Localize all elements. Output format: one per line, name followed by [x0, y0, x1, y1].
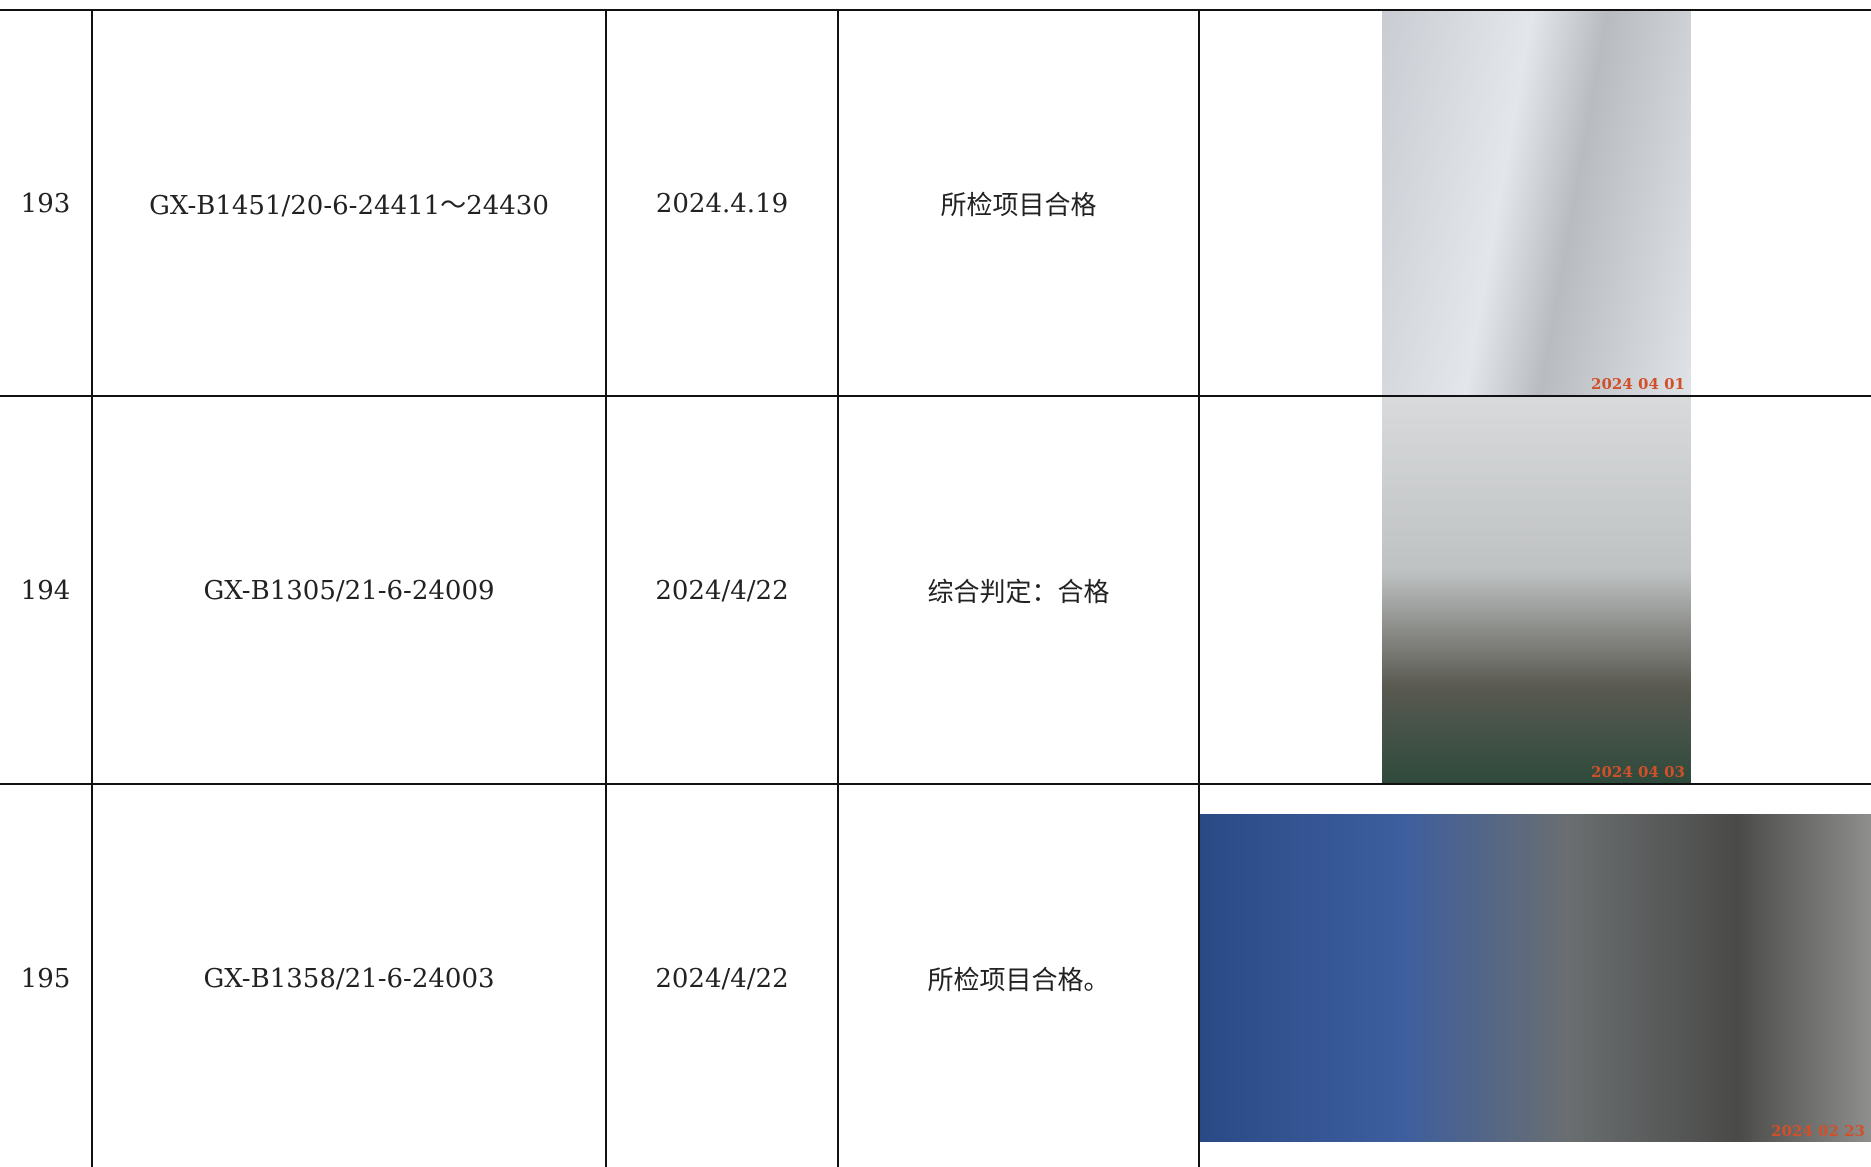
photo-stamp: 2024 02 23	[1771, 1122, 1865, 1140]
result: 综合判定：合格	[927, 578, 1110, 608]
code: GX-B1358/21-6-24003	[203, 963, 495, 994]
col-border	[1198, 10, 1200, 1167]
row-number: 194	[20, 575, 71, 606]
date: 2024.4.19	[655, 188, 789, 219]
photo-stamp: 2024 04 01	[1591, 375, 1685, 393]
code: GX-B1451/20-6-24411～24430	[149, 191, 549, 221]
code: GX-B1305/21-6-24009	[203, 575, 495, 606]
photo: 2024 04 03	[1382, 397, 1691, 783]
result: 所检项目合格。	[927, 966, 1110, 996]
photo: 2024 04 01	[1382, 11, 1691, 395]
date: 2024/4/22	[655, 575, 789, 606]
col-border	[837, 10, 839, 1167]
photo: 2024 02 23	[1200, 814, 1871, 1142]
date: 2024/4/22	[655, 963, 789, 994]
result: 所检项目合格	[940, 191, 1097, 221]
col-border	[605, 10, 607, 1167]
row-border	[0, 783, 1199, 785]
row-number: 193	[20, 188, 71, 219]
row-number: 195	[20, 963, 71, 994]
row-border	[0, 395, 1871, 397]
row-border	[1198, 783, 1871, 785]
photo-stamp: 2024 04 03	[1591, 763, 1685, 781]
row-border	[0, 9, 1871, 11]
col-border	[91, 10, 93, 1167]
